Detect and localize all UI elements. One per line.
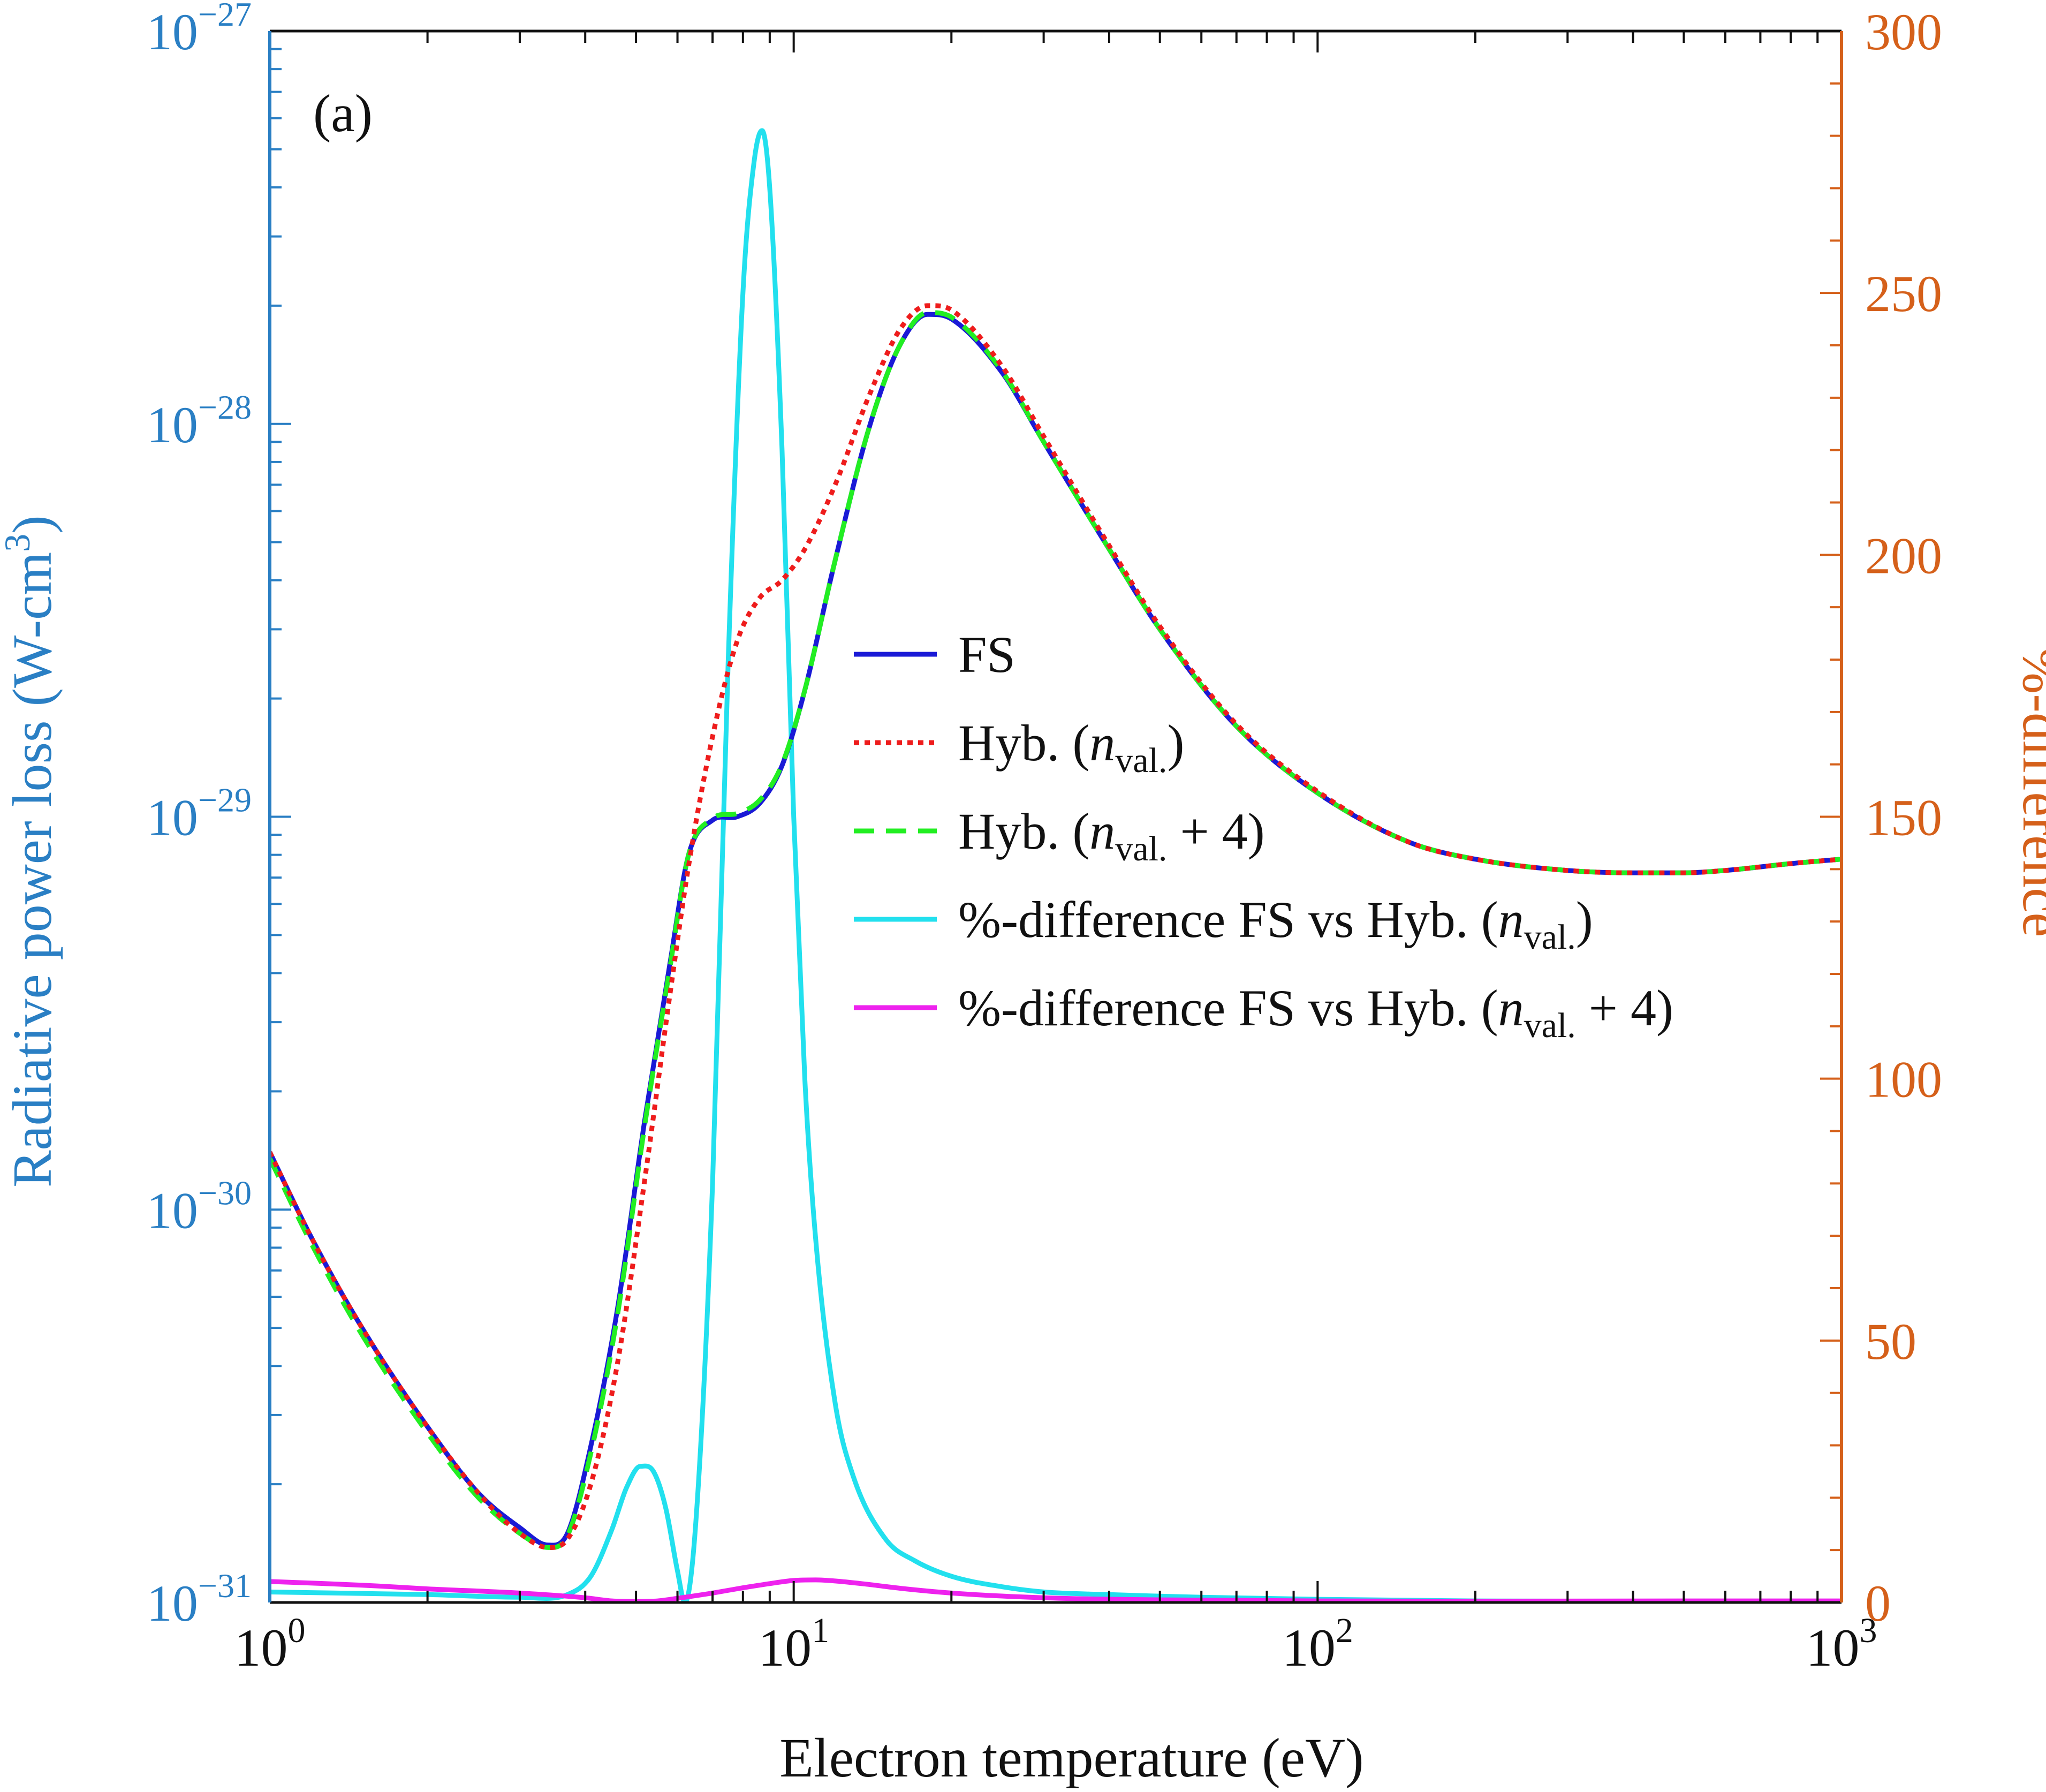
axes: 100 101 102 10310−3110−3010−2910−2810−27050… xyxy=(147,0,1942,1677)
y-axis-right-title: %-difference xyxy=(2011,648,2046,937)
y-left-tick-label: 10−28 xyxy=(147,388,252,453)
legend-label-main: %-difference FS vs Hyb. ( xyxy=(958,979,1498,1037)
x-tick-label-base: 10 xyxy=(1282,1618,1336,1677)
series-line-4 xyxy=(270,128,1842,1602)
x-tick-label-exp: 2 xyxy=(1336,1611,1353,1650)
legend-label-var: n xyxy=(1089,803,1115,860)
legend-label-sub: val. xyxy=(1524,1006,1576,1045)
y-axis-left-title: Radiative power loss (W-cm3) xyxy=(0,515,63,1188)
y-left-tick-label-base: 10 xyxy=(147,396,198,453)
legend-label-tail: ) xyxy=(1167,714,1184,772)
y-left-tick-label-exp: −31 xyxy=(198,1567,252,1605)
x-tick-label: 103 xyxy=(1806,1611,1877,1677)
x-tick-label-base: 10 xyxy=(1806,1618,1860,1677)
y-axis-left-title-text: Radiative power loss (W-cm xyxy=(2,552,63,1188)
plot-area xyxy=(270,128,1842,1602)
legend-label-4: %-difference FS vs Hyb. (nval.) xyxy=(958,891,1593,957)
y-left-tick-label: 10−31 xyxy=(147,1567,252,1632)
y-axis-left-title-sup: 3 xyxy=(0,534,37,552)
y-right-tick-label: 100 xyxy=(1865,1051,1942,1108)
legend-label-5: %-difference FS vs Hyb. (nval. + 4) xyxy=(958,979,1673,1045)
y-right-tick-label: 300 xyxy=(1865,3,1942,61)
legend-label-tail: ) xyxy=(1576,891,1593,948)
y-left-tick-label: 10−29 xyxy=(147,781,252,846)
y-left-tick-label: 10−30 xyxy=(147,1174,252,1239)
y-left-tick-label-exp: −30 xyxy=(198,1174,252,1212)
y-right-tick-label: 250 xyxy=(1865,265,1942,322)
x-axis-title-text: Electron temperature (eV) xyxy=(779,1727,1363,1789)
x-tick-label-exp: 1 xyxy=(812,1611,829,1650)
x-axis-title: Electron temperature (eV) xyxy=(779,1727,1363,1789)
y-left-tick-label-exp: −29 xyxy=(198,781,252,819)
y-axis-left-title-close: ) xyxy=(2,515,63,534)
x-tick-label: 101 xyxy=(758,1611,829,1677)
panel-label: (a) xyxy=(313,84,373,143)
y-left-tick-label: 10−27 xyxy=(147,0,252,61)
x-tick-label-base: 10 xyxy=(758,1618,812,1677)
legend-label-var: n xyxy=(1498,891,1524,948)
legend-label-main: %-difference FS vs Hyb. ( xyxy=(958,891,1498,948)
legend-label-2: Hyb. (nval.) xyxy=(958,714,1184,780)
y-right-tick-label: 150 xyxy=(1865,789,1942,846)
legend-label-tail: + 4) xyxy=(1167,803,1264,860)
y-right-tick-label: 0 xyxy=(1865,1575,1891,1632)
x-tick-label-exp: 0 xyxy=(288,1611,306,1650)
y-left-tick-label-exp: −27 xyxy=(198,0,252,33)
y-left-tick-label-base: 10 xyxy=(147,3,198,61)
legend-label-tail: + 4) xyxy=(1576,979,1673,1037)
legend-label-var: n xyxy=(1498,979,1524,1037)
y-right-tick-label: 50 xyxy=(1865,1313,1916,1370)
legend-label-3: Hyb. (nval. + 4) xyxy=(958,803,1265,868)
y-left-tick-label-base: 10 xyxy=(147,789,198,846)
y-left-tick-label-base: 10 xyxy=(147,1575,198,1632)
legend-label-main: Hyb. ( xyxy=(958,714,1089,772)
legend-label-sub: val. xyxy=(1115,741,1167,780)
y-left-tick-label-exp: −28 xyxy=(198,388,252,426)
legend-label-var: n xyxy=(1089,714,1115,772)
legend-label-sub: val. xyxy=(1524,918,1576,957)
x-tick-label-exp: 3 xyxy=(1860,1611,1877,1650)
y-right-tick-label: 200 xyxy=(1865,527,1942,584)
legend-label-sub: val. xyxy=(1115,829,1167,868)
legend-label-1: FS xyxy=(958,626,1016,683)
legend-label-main: Hyb. ( xyxy=(958,803,1089,860)
y-axis-right-title-text: %-difference xyxy=(2011,648,2046,937)
y-left-tick-label-base: 10 xyxy=(147,1182,198,1239)
x-tick-label: 100 xyxy=(234,1611,306,1677)
x-tick-label: 102 xyxy=(1282,1611,1353,1677)
x-tick-label-base: 10 xyxy=(234,1618,288,1677)
